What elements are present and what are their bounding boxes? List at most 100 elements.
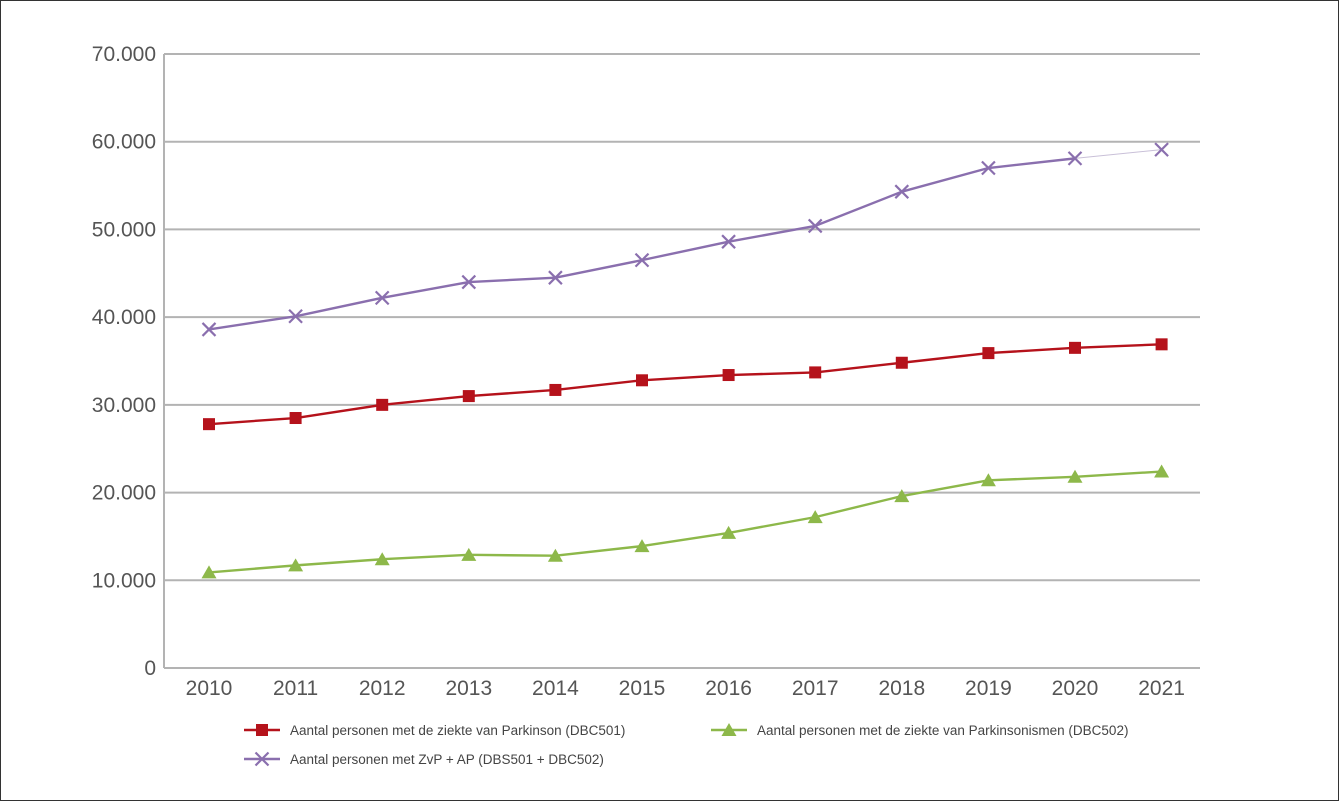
data-point-x: [1154, 142, 1169, 157]
x-tick-label: 2020: [1052, 677, 1099, 700]
y-axis-ticks: 0 10.000 20.000 30.000 40.000 50.000 60.000 70.…: [92, 43, 156, 680]
data-point-x: [201, 322, 217, 337]
x-tick-label: 2013: [445, 677, 492, 700]
series-line-segment: [640, 531, 730, 548]
series-line-segment: [727, 515, 817, 535]
series-line-segment: [987, 346, 1077, 355]
legend-marker-triangle: [721, 723, 737, 736]
series-line-segment: [294, 296, 384, 318]
data-point-x: [894, 184, 910, 199]
y-tick-label: 0: [144, 657, 156, 680]
series-line-segment: [814, 190, 903, 228]
x-tick-label: 2019: [965, 677, 1012, 700]
series-line-segment: [987, 157, 1077, 170]
data-point-x: [461, 274, 477, 290]
series-square: [203, 338, 1168, 431]
y-tick-label: 10.000: [92, 569, 156, 592]
data-point-triangle: [1154, 464, 1170, 478]
series-line-segment: [727, 224, 817, 243]
data-point-x: [634, 252, 650, 268]
x-axis-ticks: 2010 2011 2012 2013 2014 2015 2016 2017 2018 2019…: [186, 677, 1185, 700]
data-point-triangle: [721, 525, 737, 539]
series-line-segment: [554, 544, 644, 557]
series-line-segment: [467, 276, 557, 284]
data-point-x: [1067, 151, 1083, 166]
data-point-x: [288, 308, 303, 324]
data-point-triangle: [201, 565, 217, 579]
series-line-segment: [207, 564, 297, 574]
data-point-triangle: [980, 473, 996, 487]
legend-item: Aantal personen met de ziekte van Parkin…: [244, 723, 625, 738]
y-tick-label: 50.000: [92, 218, 156, 241]
series-line-segment: [381, 553, 470, 561]
series-line-segment: [900, 479, 990, 498]
legend-item: Aantal personen met de ziekte van Parkin…: [711, 723, 1128, 738]
x-tick-label: 2021: [1138, 677, 1185, 700]
series-line-segment: [207, 416, 297, 426]
data-point-triangle: [894, 489, 910, 503]
data-point-x: [807, 218, 823, 234]
series-line-segment: [640, 373, 730, 382]
legend-label: Aantal personen met de ziekte van Parkin…: [757, 723, 1128, 738]
series-line-segment: [381, 280, 470, 300]
data-point-triangle: [807, 510, 823, 524]
data-point-triangle: [634, 539, 650, 553]
data-point-square: [722, 369, 735, 382]
series-triangle: [201, 464, 1170, 579]
series-line-segment: [554, 258, 644, 279]
data-point-square: [809, 366, 822, 379]
series-line-segment: [900, 166, 990, 193]
x-tick-label: 2014: [532, 677, 579, 700]
series-line-segment: [640, 240, 730, 262]
data-point-triangle: [1067, 469, 1083, 483]
series-line-segment: [814, 494, 903, 519]
y-tick-label: 40.000: [92, 306, 156, 329]
series-line-segment: [1073, 343, 1163, 350]
data-point-square: [1069, 341, 1081, 354]
data-point-triangle: [288, 558, 304, 572]
data-point-square: [376, 398, 389, 411]
data-point-square: [203, 418, 215, 431]
data-point-square: [289, 412, 302, 425]
y-tick-label: 70.000: [92, 43, 156, 66]
legend-label: Aantal personen met ZvP + AP (DBS501 + D…: [290, 752, 604, 767]
data-point-x: [981, 160, 996, 176]
series-line-segment: [467, 388, 557, 398]
data-point-square: [636, 374, 648, 387]
data-point-triangle: [374, 552, 390, 566]
series-group: [201, 142, 1170, 579]
x-tick-label: 2018: [878, 677, 925, 700]
series-line-segment: [294, 558, 384, 567]
series-line-segment: [381, 394, 470, 407]
series-line-segment: [1074, 149, 1163, 159]
legend-item: Aantal personen met ZvP + AP (DBS501 + D…: [244, 751, 604, 767]
series-line-segment: [554, 379, 644, 392]
data-point-triangle: [547, 548, 563, 562]
data-point-x: [721, 234, 736, 249]
series-line-segment: [294, 403, 384, 420]
data-point-square: [895, 356, 908, 369]
series-line-segment: [814, 361, 903, 374]
x-tick-label: 2011: [273, 677, 318, 700]
x-tick-label: 2017: [792, 677, 839, 700]
legend: Aantal personen met de ziekte van Parkin…: [244, 723, 1128, 767]
data-point-square: [982, 347, 995, 360]
y-tick-label: 60.000: [92, 131, 156, 154]
series-line-segment: [207, 315, 297, 331]
legend-label: Aantal personen met de ziekte van Parkin…: [290, 723, 625, 738]
series-line-segment: [987, 475, 1077, 482]
x-tick-label: 2012: [359, 677, 406, 700]
data-point-x: [374, 290, 390, 306]
series-line-segment: [727, 371, 817, 377]
x-tick-label: 2010: [186, 677, 233, 700]
series-line-segment: [467, 553, 557, 557]
data-point-square: [462, 390, 475, 403]
y-tick-label: 20.000: [92, 482, 156, 505]
gridlines: [163, 53, 1200, 669]
x-tick-label: 2016: [705, 677, 752, 700]
x-tick-label: 2015: [619, 677, 666, 700]
data-point-x: [548, 270, 563, 285]
data-point-square: [549, 383, 562, 396]
series-line-segment: [1073, 470, 1163, 478]
